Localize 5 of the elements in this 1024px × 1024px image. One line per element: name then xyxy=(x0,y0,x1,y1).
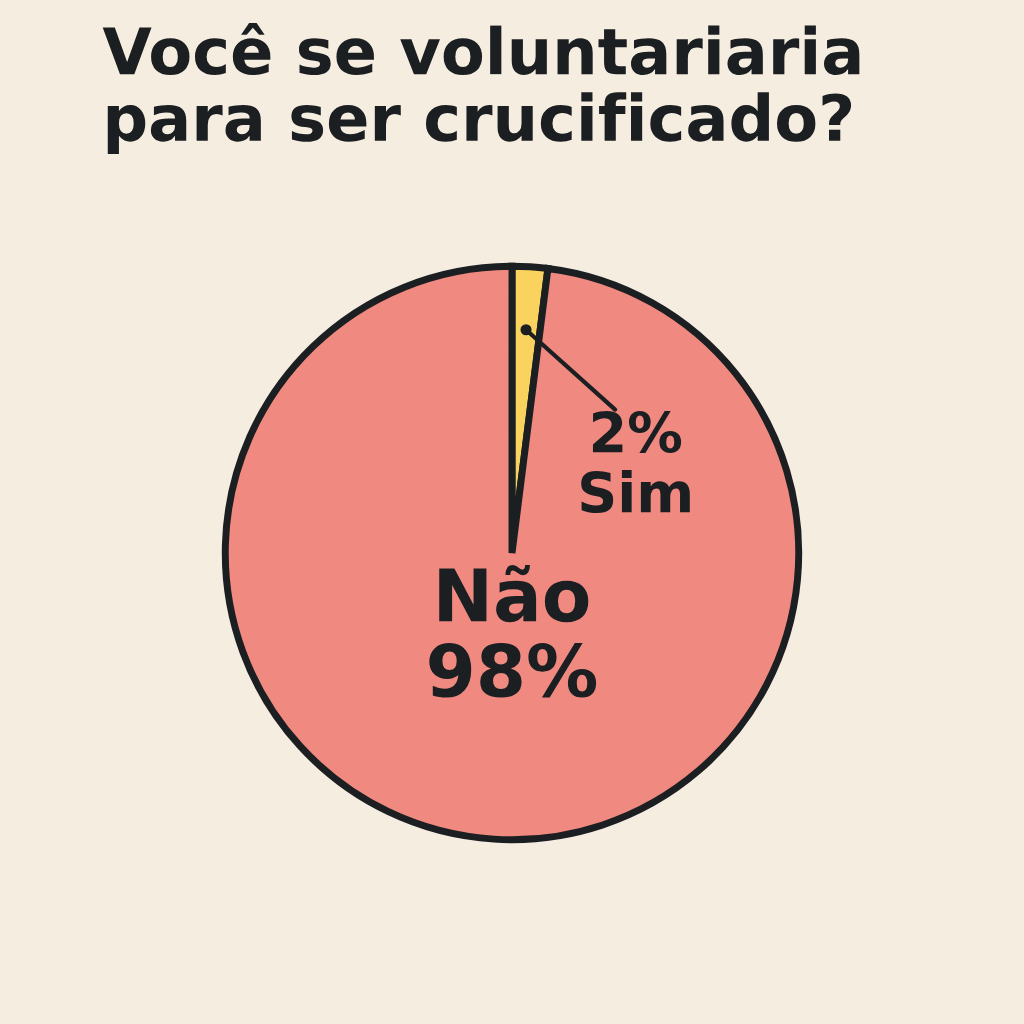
chart-title: Você se voluntariaria para ser crucificado? xyxy=(102,23,860,155)
legend-label: Sim xyxy=(581,470,690,514)
slice-label: Não xyxy=(439,565,589,623)
data-label: 2% xyxy=(592,410,682,454)
data-label: 98% xyxy=(429,643,597,698)
